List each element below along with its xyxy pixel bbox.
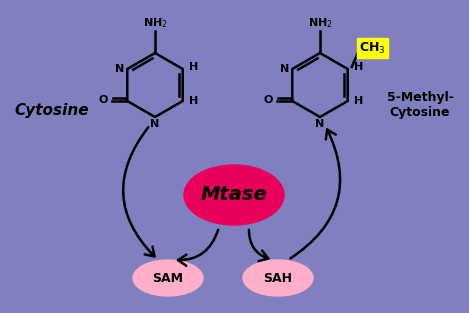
- Text: O: O: [98, 95, 108, 105]
- Text: 5-Methyl-
Cytosine: 5-Methyl- Cytosine: [386, 91, 454, 119]
- Ellipse shape: [184, 165, 284, 225]
- Text: SAH: SAH: [264, 271, 293, 285]
- FancyArrowPatch shape: [178, 230, 218, 266]
- Text: NH$_2$: NH$_2$: [143, 16, 167, 30]
- Text: H: H: [189, 96, 198, 106]
- Text: H: H: [354, 96, 363, 106]
- Text: H: H: [189, 62, 198, 72]
- Text: SAM: SAM: [152, 271, 183, 285]
- FancyArrowPatch shape: [249, 230, 268, 261]
- Text: H: H: [354, 62, 363, 72]
- FancyArrowPatch shape: [123, 127, 154, 256]
- Text: N: N: [280, 64, 289, 74]
- Text: NH$_2$: NH$_2$: [308, 16, 333, 30]
- Text: N: N: [115, 64, 124, 74]
- Text: N: N: [151, 119, 159, 129]
- Ellipse shape: [133, 260, 203, 296]
- Text: N: N: [315, 119, 325, 129]
- Text: CH$_3$: CH$_3$: [359, 41, 386, 56]
- Text: O: O: [264, 95, 273, 105]
- Ellipse shape: [243, 260, 313, 296]
- FancyArrowPatch shape: [290, 130, 340, 259]
- Text: Mtase: Mtase: [201, 186, 267, 204]
- Text: Cytosine: Cytosine: [15, 102, 89, 117]
